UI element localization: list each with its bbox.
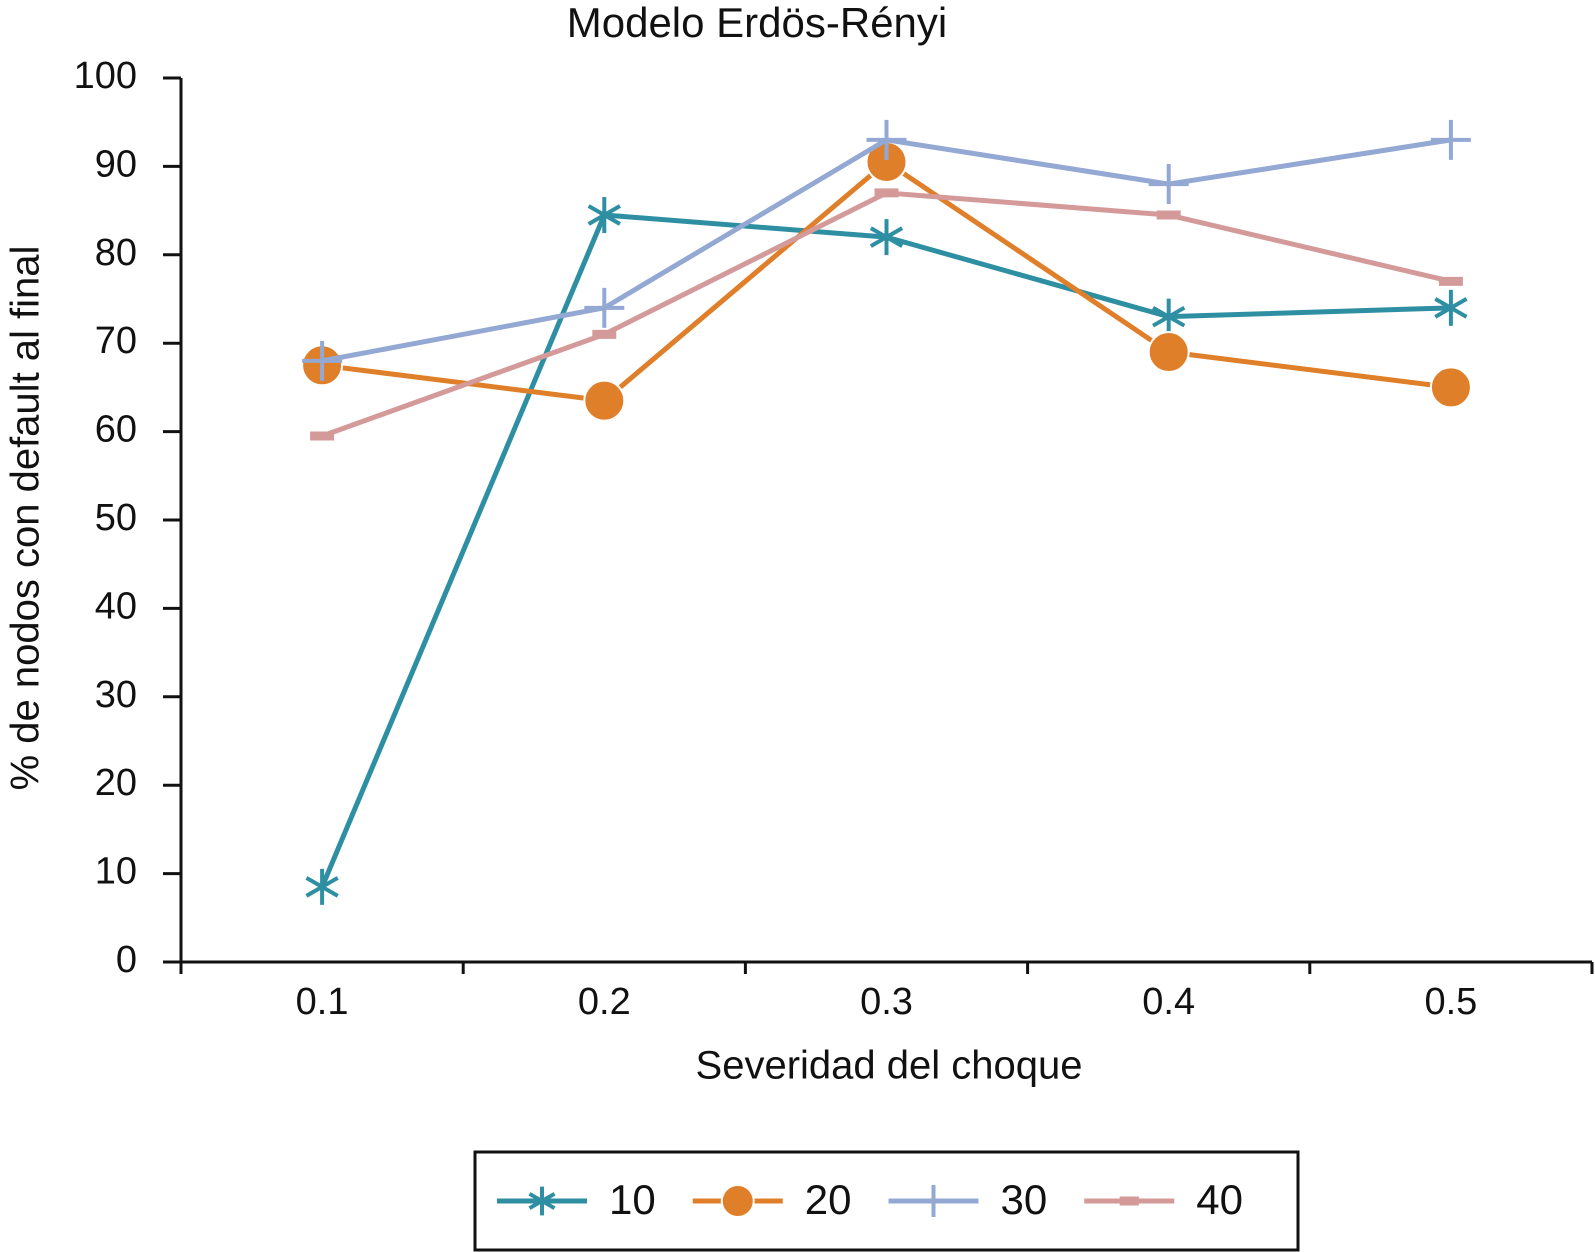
legend-label: 40 <box>1196 1176 1243 1223</box>
y-tick-label: 0 <box>116 939 137 981</box>
x-tick-label: 0.5 <box>1424 981 1477 1023</box>
y-axis-label: % de nodos con default al final <box>4 246 48 791</box>
marker <box>302 340 343 381</box>
marker <box>587 197 621 234</box>
y-tick-label: 10 <box>95 851 137 893</box>
marker <box>528 1186 556 1216</box>
legend-label: 10 <box>609 1176 656 1223</box>
marker <box>1148 164 1189 205</box>
y-tick-label: 70 <box>95 320 137 362</box>
y-tick-label: 50 <box>95 497 137 539</box>
legend: 10 20 30 40 <box>473 1150 1300 1252</box>
marker <box>583 379 626 422</box>
marker <box>866 119 907 160</box>
series-line <box>321 159 1452 404</box>
x-axis-label: Severidad del choque <box>696 1044 1083 1088</box>
marker-stroke <box>528 1192 556 1210</box>
x-tick-label: 0.4 <box>1142 981 1195 1023</box>
x-tick-label: 0.1 <box>296 981 349 1023</box>
y-tick-label: 20 <box>95 762 137 804</box>
y-tick-label: 30 <box>95 674 137 716</box>
y-tick-label: 80 <box>95 232 137 274</box>
chart-title: Modelo Erdös-Rényi <box>567 0 948 46</box>
marker <box>305 868 339 905</box>
marker <box>1429 366 1472 409</box>
marker-stroke <box>1152 305 1186 328</box>
marker-dot <box>1429 366 1472 409</box>
marker <box>869 219 904 256</box>
y-tick-label: 90 <box>95 143 137 185</box>
marker <box>584 287 625 328</box>
y-tick-label: 60 <box>95 409 137 451</box>
x-tick-label: 0.3 <box>860 981 913 1023</box>
legend-box <box>473 1150 1300 1252</box>
marker <box>1430 119 1471 160</box>
marker <box>1147 331 1190 374</box>
marker-dot <box>1147 331 1190 374</box>
marker-stroke <box>1434 297 1468 319</box>
marker-dot <box>720 1184 755 1218</box>
marker <box>917 1185 950 1217</box>
marker <box>720 1184 755 1218</box>
series-line <box>319 212 1451 888</box>
x-tick-label: 0.2 <box>578 981 631 1023</box>
marker-stroke <box>305 876 339 898</box>
marker-dot <box>583 379 626 422</box>
y-tick-label: 40 <box>95 585 137 627</box>
marker-stroke <box>869 226 904 248</box>
marker <box>1152 298 1186 335</box>
legend-label: 20 <box>805 1176 852 1223</box>
legend-label: 30 <box>1001 1176 1048 1223</box>
marker-stroke <box>587 204 621 226</box>
y-tick-label: 100 <box>74 55 137 97</box>
marker <box>1434 289 1468 326</box>
